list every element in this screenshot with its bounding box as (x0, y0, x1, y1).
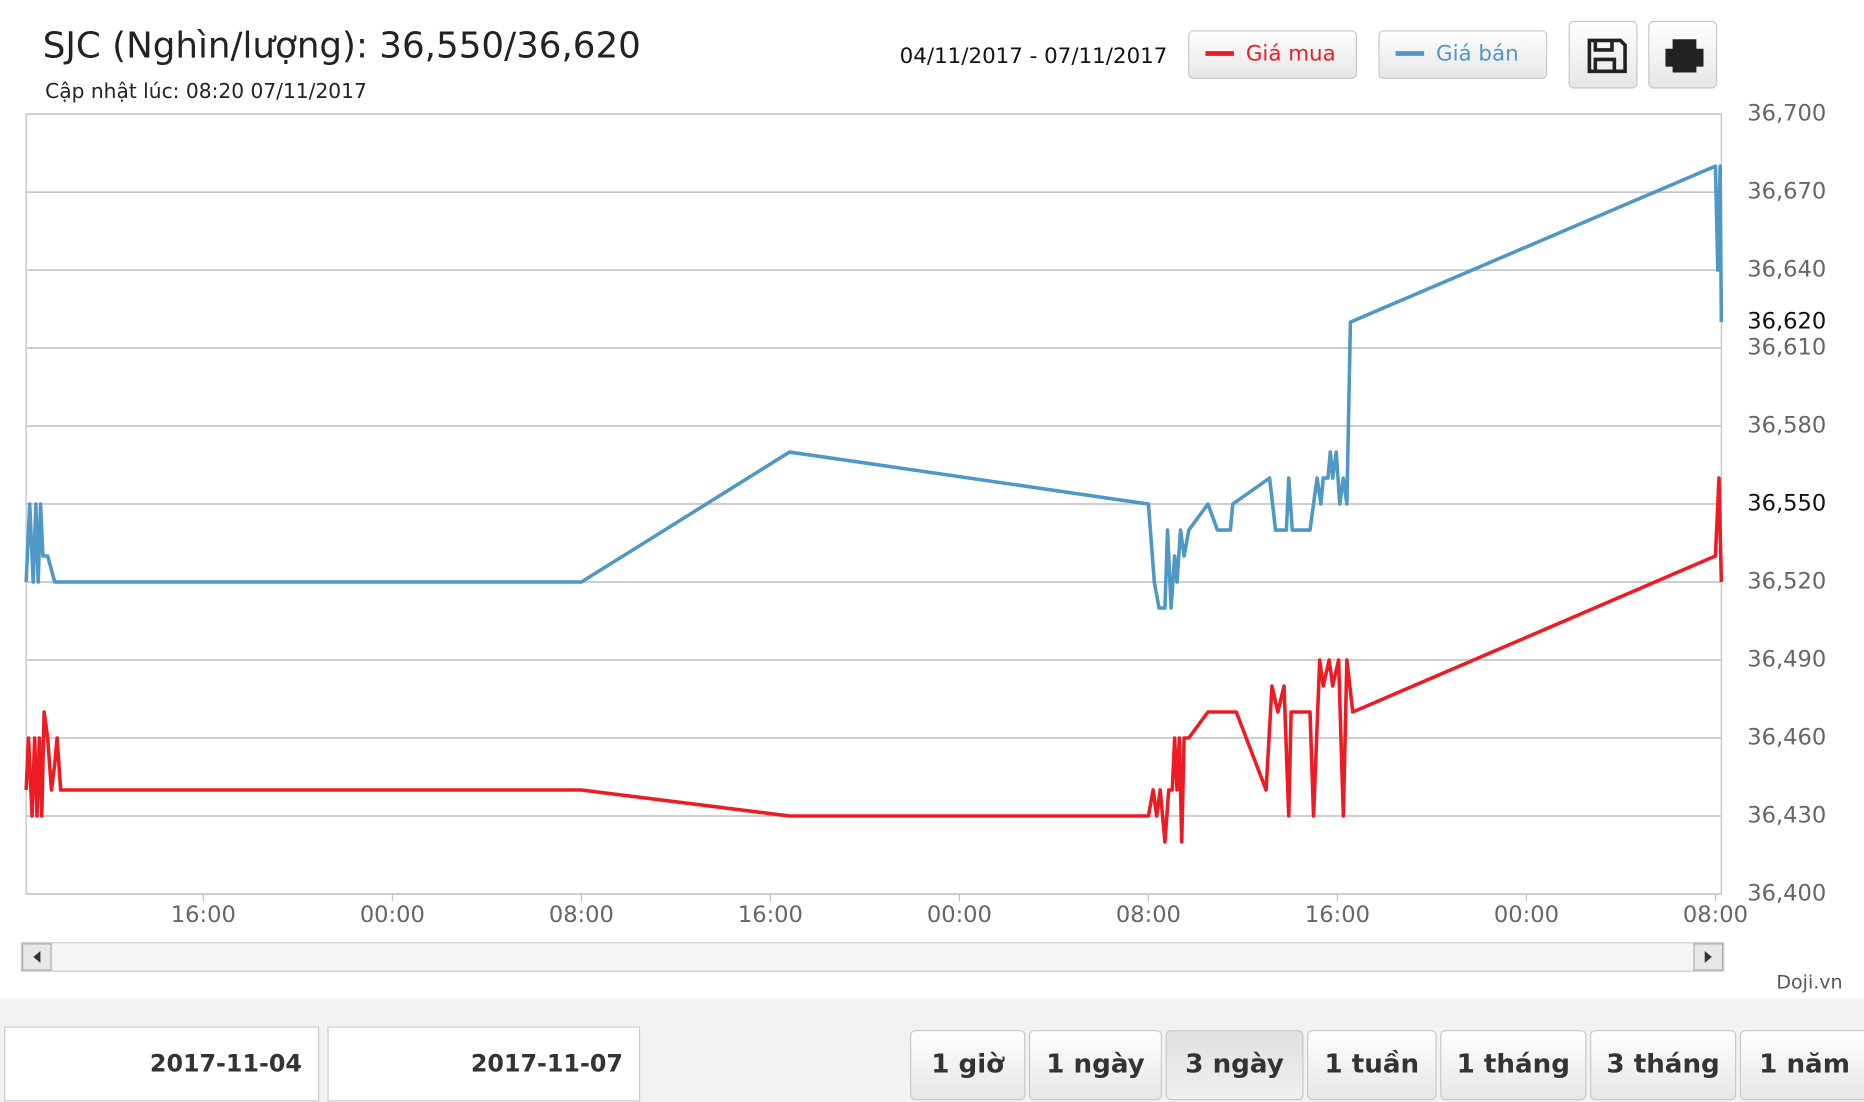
chart-subtitle: Cập nhật lúc: 08:20 07/11/2017 (45, 79, 367, 103)
period-button-bg[interactable] (910, 1030, 1026, 1101)
period-button-label: 1 ngày (1046, 1050, 1145, 1080)
lines (24, 164, 1724, 844)
print-icon (1665, 39, 1704, 73)
range-to[interactable]: 2017-11-07 (327, 1026, 641, 1102)
range-to-text: 2017-11-07 (471, 1050, 623, 1078)
x-tick-label: 00:00 (1494, 902, 1559, 928)
y-tick-label: 36,580 (1747, 413, 1826, 439)
y-tick-label: 36,670 (1747, 179, 1826, 205)
legend-button[interactable] (1378, 30, 1548, 80)
y-tick-label: 36,700 (1747, 101, 1826, 127)
chart-title: SJC (Nghìn/lượng): 36,550/36,620 (43, 26, 641, 67)
range-from-text: 2017-11-04 (150, 1050, 302, 1078)
period-button-label: 1 tháng (1457, 1050, 1570, 1080)
last-value-label: 36,620 (1747, 309, 1826, 335)
last-value-label: 36,550 (1747, 491, 1826, 517)
y-tick-label: 36,490 (1747, 647, 1826, 673)
save-icon (1587, 38, 1627, 74)
period-button-bg[interactable] (1440, 1030, 1587, 1101)
period-button[interactable]: 3 tháng (1589, 1030, 1737, 1101)
legend-button[interactable] (1188, 30, 1357, 80)
x-tick-label: 16:00 (1305, 902, 1370, 928)
scroll-track[interactable] (20, 942, 1725, 972)
y-tick-label: 36,640 (1747, 257, 1826, 283)
legend-item[interactable]: Giá mua (1188, 30, 1357, 80)
x-tick-label: 16:00 (738, 902, 803, 928)
period-button[interactable]: 1 năm (1739, 1030, 1864, 1101)
period-button-bg[interactable] (1028, 1030, 1163, 1101)
x-tick-label: 08:00 (549, 902, 614, 928)
x-tick-label: 00:00 (927, 902, 992, 928)
period-button[interactable]: 1 tuần (1307, 1030, 1437, 1101)
range-to-box[interactable] (327, 1026, 641, 1102)
period-button[interactable]: 3 ngày (1165, 1030, 1304, 1101)
period-button-bg[interactable] (1739, 1030, 1864, 1101)
legend-label: Giá mua (1246, 42, 1336, 67)
grid: 36,400 36,430 36,460 36,490 36,520 36,550 36,5… (26, 101, 1831, 928)
x-tick-label: 08:00 (1683, 902, 1748, 928)
last-value-bg (1742, 490, 1831, 518)
period-buttons: 1 giờ 1 ngày 3 ngày 1 tuần 1 tháng 3 tháng 1 n… (910, 1030, 1864, 1101)
y-tick-label: 36,460 (1747, 724, 1826, 750)
save-button[interactable] (1568, 20, 1638, 89)
legend: Giá mua Giá bán (1188, 30, 1548, 80)
x-tick-label: 16:00 (171, 902, 236, 928)
period-button-label: 3 ngày (1185, 1050, 1284, 1080)
scrollbar[interactable] (20, 942, 1725, 972)
period-button-label: 1 năm (1759, 1050, 1850, 1080)
range-from-box[interactable] (4, 1026, 320, 1102)
period-button-label: 1 giờ (931, 1050, 1005, 1080)
series-line (24, 164, 1724, 610)
range-from[interactable]: 2017-11-04 (4, 1026, 320, 1102)
y-tick-label: 36,400 (1747, 880, 1826, 906)
period-button-bg[interactable] (1589, 1030, 1737, 1101)
date-range: 04/11/2017 - 07/11/2017 (900, 44, 1168, 69)
credit: Doji.vn (1776, 972, 1842, 994)
period-button-label: 3 tháng (1606, 1050, 1719, 1080)
legend-item[interactable]: Giá bán (1378, 30, 1548, 80)
series-line (24, 476, 1724, 844)
period-button[interactable]: 1 giờ (910, 1030, 1026, 1101)
period-button-bg[interactable] (1307, 1030, 1437, 1101)
period-button[interactable]: 1 tháng (1440, 1030, 1587, 1101)
last-value-bg (1742, 309, 1831, 336)
period-button-bg[interactable] (1165, 1030, 1304, 1101)
scroll-right-arrow (1704, 951, 1712, 963)
scroll-left-arrow (33, 951, 41, 963)
period-button-label: 1 tuần (1325, 1049, 1420, 1080)
print-button[interactable] (1648, 20, 1718, 89)
x-tick-label: 08:00 (1116, 902, 1181, 928)
y-tick-label: 36,520 (1747, 569, 1826, 595)
x-tick-label: 00:00 (360, 902, 425, 928)
y-tick-label: 36,430 (1747, 802, 1826, 828)
chart-bg (0, 0, 1864, 999)
period-button[interactable]: 1 ngày (1028, 1030, 1163, 1101)
legend-label: Giá bán (1436, 42, 1519, 67)
y-tick-label: 36,610 (1747, 335, 1826, 361)
